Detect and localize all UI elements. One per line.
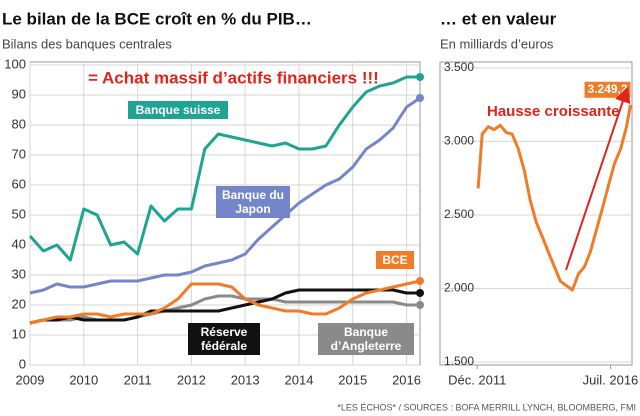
chart-title: Le bilan de la BCE croît en % du PIB… bbox=[2, 9, 312, 28]
y-tick-label: 10 bbox=[12, 326, 26, 341]
end-dot bbox=[416, 277, 424, 285]
x-tick-label: Déc. 2011 bbox=[448, 372, 506, 387]
y-tick-label: 2.000 bbox=[444, 281, 474, 295]
data-line bbox=[28, 75, 420, 262]
end-dot bbox=[416, 301, 424, 309]
end-dot bbox=[416, 73, 424, 81]
arrow bbox=[565, 86, 631, 271]
x-tick-label: 2015 bbox=[338, 372, 367, 387]
y-tick-label: 2.500 bbox=[444, 207, 474, 221]
x-tick-label: 2011 bbox=[124, 372, 152, 387]
series-label: Réserve fédérale bbox=[188, 323, 260, 355]
source: *LES ÉCHOS* / SOURCES : BOFA MERRILL LYN… bbox=[337, 402, 636, 412]
y-tick-label: 80 bbox=[12, 116, 26, 131]
value-label: 3.249,2 bbox=[588, 82, 628, 96]
y-tick-label: 40 bbox=[12, 236, 26, 251]
x-tick-label: 2014 bbox=[285, 372, 314, 387]
y-tick-label: 70 bbox=[12, 146, 26, 161]
x-tick-label: 2012 bbox=[177, 372, 206, 387]
y-tick-label: 20 bbox=[12, 296, 26, 311]
y-tick-label: 30 bbox=[12, 266, 26, 281]
data-line bbox=[29, 279, 421, 325]
y-tick-label: 3.000 bbox=[444, 134, 474, 148]
data-line bbox=[29, 96, 421, 295]
x-tick-label: 2013 bbox=[231, 372, 260, 387]
y-tick-label: 3.500 bbox=[444, 60, 474, 74]
annotation: Hausse croissante bbox=[487, 103, 620, 120]
y-tick-label: 60 bbox=[12, 176, 26, 191]
data-line bbox=[29, 288, 420, 325]
x-tick-label: 2010 bbox=[69, 372, 98, 387]
y-tick-label: 100 bbox=[4, 56, 26, 71]
chart-title: … et en valeur bbox=[440, 9, 557, 28]
series-label: BCE bbox=[376, 251, 414, 269]
y-tick-label: 0 bbox=[19, 356, 26, 371]
x-tick-label: 2009 bbox=[16, 372, 45, 387]
x-tick-label: Juil. 2016 bbox=[583, 372, 639, 387]
end-dot bbox=[416, 289, 424, 297]
x-tick-label: 2016 bbox=[392, 372, 421, 387]
series-label: Banque du Japon bbox=[216, 186, 290, 218]
series-label: Banque suisse bbox=[128, 101, 228, 119]
data-line bbox=[476, 104, 632, 292]
series-label: Banque d’Angleterre bbox=[318, 323, 414, 355]
annotation: = Achat massif d’actifs financiers !!! bbox=[88, 68, 379, 87]
end-dot bbox=[416, 94, 424, 102]
chart-subtitle: Bilans des banques centrales bbox=[2, 36, 172, 51]
y-tick-label: 1.500 bbox=[444, 354, 474, 368]
y-tick-label: 90 bbox=[12, 86, 26, 101]
chart-subtitle: En milliards d’euros bbox=[440, 36, 554, 51]
y-tick-label: 50 bbox=[12, 206, 26, 221]
